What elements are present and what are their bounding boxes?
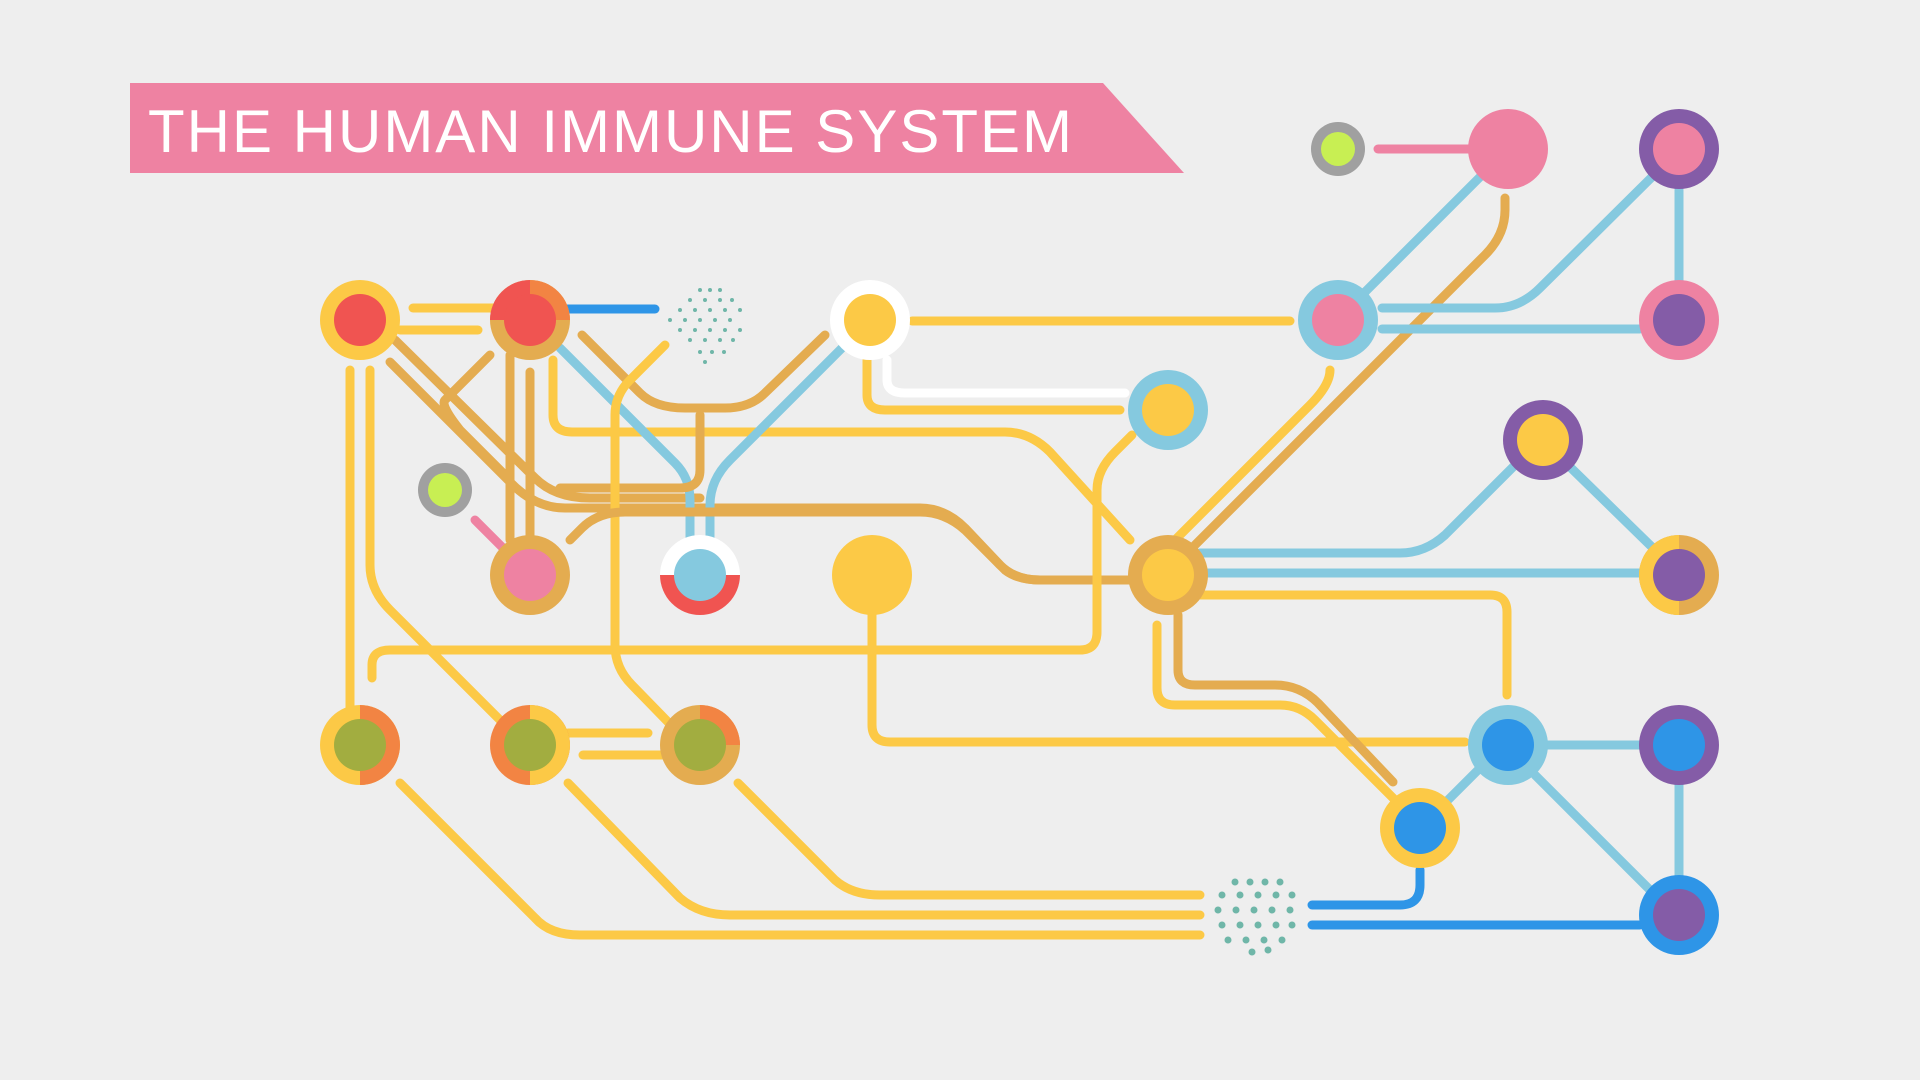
line-lightblue-redB-diag xyxy=(555,343,695,545)
line-lightblue-pinkmid-right xyxy=(1377,167,1662,313)
node-olive-right xyxy=(660,705,740,785)
line-yellow-redB-down-3 xyxy=(548,355,1135,545)
node-blue-yellow-ring xyxy=(1380,788,1460,868)
line-yellow-redA-down-2 xyxy=(365,365,505,725)
node-blue-lightblue-ring xyxy=(1468,705,1548,785)
line-yellow-dots-diag xyxy=(610,340,673,727)
line-yellow-yellowwhite-down xyxy=(862,355,1125,415)
dot-cluster-top xyxy=(668,288,742,364)
node-lightblue-red-ring xyxy=(660,535,740,615)
node-center-yellow-gold xyxy=(1128,535,1208,615)
line-yellow-olive-left-bottom xyxy=(395,778,1205,940)
node-lime-gray-left xyxy=(418,463,472,517)
line-lightblue-blue-to-blueyellow xyxy=(1443,765,1483,805)
node-purple-yellow-gold-ring xyxy=(1639,535,1719,615)
line-yellow-left-loop xyxy=(367,430,1137,683)
node-pink-gold-ring xyxy=(490,535,570,615)
line-gold-center-to-pink-top xyxy=(1180,193,1510,560)
node-yellow-white-ring xyxy=(830,280,910,360)
line-yellow-bigyellow-down xyxy=(867,610,1465,747)
line-yellow-center-down-2 xyxy=(1152,620,1400,805)
line-gold-v-mid xyxy=(555,410,705,493)
line-lightblue-yellowwhite-diag xyxy=(705,340,850,545)
line-blue-blueyellow-down xyxy=(1307,865,1425,910)
line-lightblue-pinktop-to-pinkmid xyxy=(1357,170,1487,300)
node-red-left xyxy=(320,280,400,360)
dot-cluster-bottom xyxy=(1214,878,1296,956)
node-pink-big xyxy=(1468,109,1548,189)
node-purple-blue-ring xyxy=(1639,875,1719,955)
line-gold-redA-diag-1 xyxy=(390,335,705,503)
node-yellow-big xyxy=(832,535,912,615)
line-yellow-center-up-right xyxy=(1165,365,1335,550)
line-lightblue-blue-to-bluepurple xyxy=(1530,770,1657,897)
node-lime-gray-top xyxy=(1311,122,1365,176)
line-gold-center-down xyxy=(1173,610,1398,787)
node-olive-left xyxy=(320,705,400,785)
line-gold-redB-diag-2 xyxy=(577,330,830,413)
page-title: THE HUMAN IMMUNE SYSTEM xyxy=(148,98,1075,165)
node-olive-middle xyxy=(490,705,570,785)
node-yellow-lightblue-ring xyxy=(1128,370,1208,450)
node-pink-purple-ring xyxy=(1639,109,1719,189)
node-yellow-purple-ring xyxy=(1503,400,1583,480)
line-gold-pink-node-diag xyxy=(565,507,1140,585)
line-yellow-center-right-3 xyxy=(1195,590,1512,700)
line-yellow-olive-mid-bottom xyxy=(563,778,1205,920)
node-red-right xyxy=(490,280,570,360)
node-pink-lightblue-ring xyxy=(1298,280,1378,360)
line-yellow-olive-right-bottom xyxy=(733,778,1205,900)
line-white-yellowwhite-down xyxy=(882,355,1130,398)
node-purple-pink-ring xyxy=(1639,280,1719,360)
line-lightblue-center-right-1 xyxy=(1195,450,1530,558)
line-lightblue-purpleyellow-down xyxy=(1563,460,1660,555)
line-gold-redB-diag xyxy=(439,350,510,480)
node-blue-purple-ring xyxy=(1639,705,1719,785)
line-pink-lime-to-pinknode xyxy=(470,515,510,555)
